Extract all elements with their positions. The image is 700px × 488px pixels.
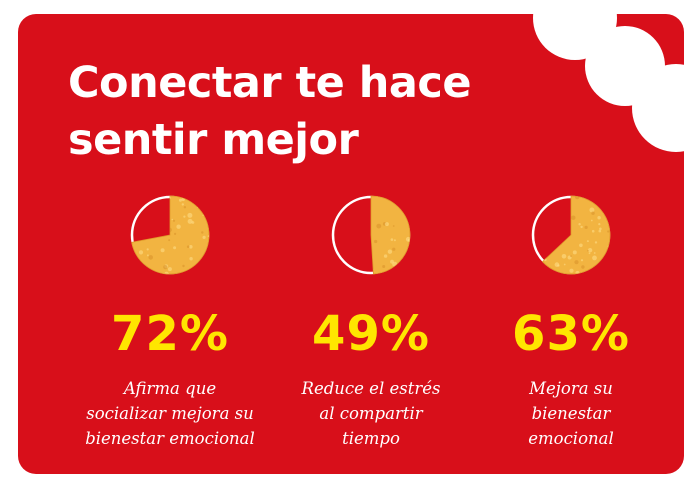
pie-chart-2 bbox=[326, 190, 416, 280]
stat-percent-1: 72% bbox=[111, 306, 229, 362]
stat-description-1: Afirma que socializar mejora su bienesta… bbox=[85, 379, 255, 448]
stat-percent-2: 49% bbox=[312, 306, 430, 362]
stat-description-2: Reduce el estrés al compartir tiempo bbox=[301, 379, 441, 448]
title-line-1: Conectar te hace bbox=[68, 58, 472, 108]
stat-block-2: 49% Reduce el estrés al compartir tiempo bbox=[271, 190, 471, 451]
stat-block-3: 63% Mejora su bienestar emocional bbox=[471, 190, 671, 451]
pie-slice-2 bbox=[370, 195, 411, 275]
stat-description-3: Mejora su bienestar emocional bbox=[528, 379, 614, 448]
pie-chart-3 bbox=[526, 190, 616, 280]
card-background bbox=[18, 14, 684, 474]
stat-block-1: 72% Afirma que socializar mejora su bien… bbox=[70, 190, 270, 451]
pie-chart-1 bbox=[125, 190, 215, 280]
pie-slice-3 bbox=[542, 195, 611, 275]
title-line-2: sentir mejor bbox=[68, 115, 359, 165]
stat-percent-3: 63% bbox=[512, 306, 630, 362]
